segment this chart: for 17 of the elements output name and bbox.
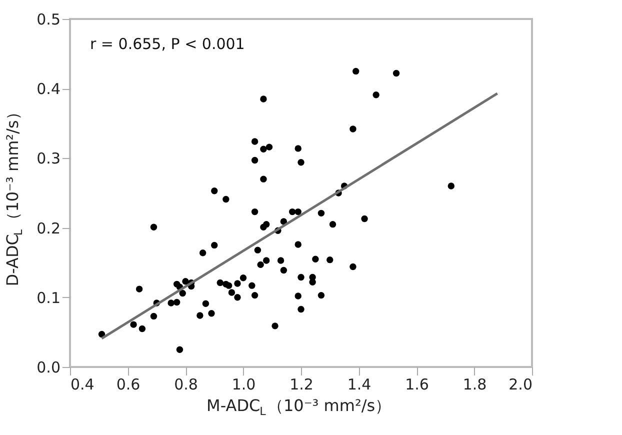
x-tick-label: 1.6 <box>405 376 429 394</box>
y-tick-label: 0.4 <box>36 80 60 98</box>
x-tick-label: 0.6 <box>116 376 140 394</box>
y-tick-label: 0.3 <box>36 150 60 168</box>
x-tick-label: 1.8 <box>462 376 487 394</box>
y-tick-label: 0.1 <box>36 288 60 307</box>
y-tick-label: 0.5 <box>36 10 60 28</box>
y-axis-title: D-ADCL（10⁻³ mm²/s） <box>3 104 25 286</box>
x-tick-label: 1.0 <box>232 376 256 394</box>
x-tick-label: 0.8 <box>174 376 198 394</box>
x-tick-label: 2.0 <box>508 376 532 394</box>
y-tick-label: 0.0 <box>36 358 60 376</box>
x-tick-label: 1.2 <box>290 376 314 394</box>
x-tick-label: 0.4 <box>70 376 94 394</box>
y-tick-label: 0.2 <box>36 219 60 238</box>
annotation: r = 0.655, P < 0.001 <box>90 35 245 53</box>
x-tick-label: 1.4 <box>347 376 372 394</box>
